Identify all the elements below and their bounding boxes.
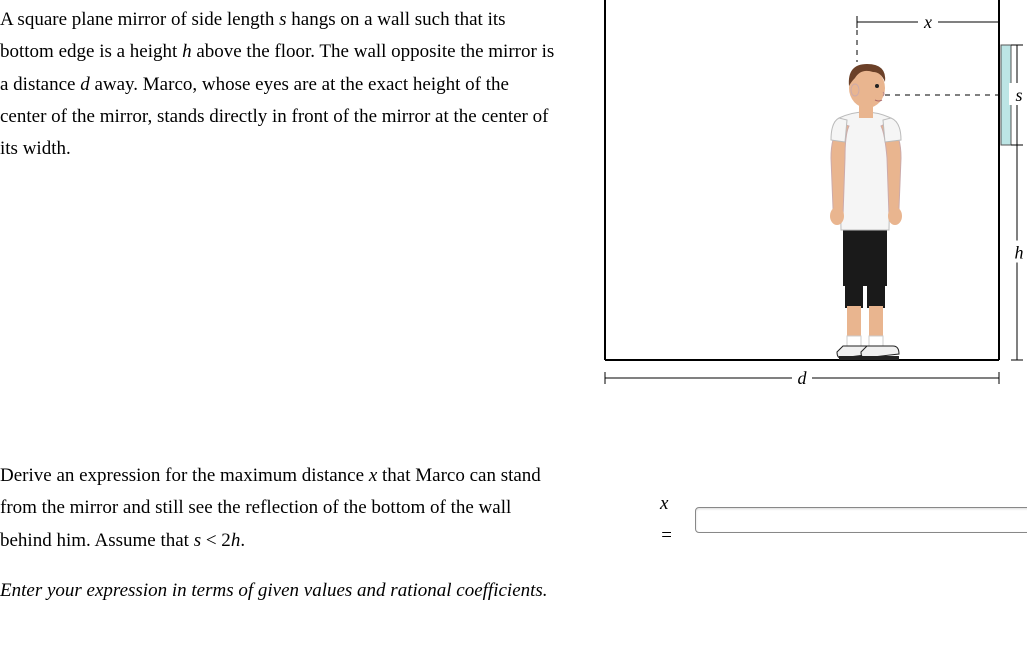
- answer-input[interactable]: [695, 507, 1027, 533]
- svg-text:s: s: [1015, 85, 1022, 105]
- svg-text:d: d: [798, 368, 808, 388]
- physics-diagram: d x s h: [595, 0, 1027, 419]
- answer-label: x =: [660, 488, 685, 553]
- answer-row: x =: [660, 488, 1027, 553]
- instruction-text: Enter your expression in terms of given …: [0, 575, 560, 607]
- question-text: Derive an expression for the maximum dis…: [0, 460, 560, 557]
- svg-text:x: x: [923, 12, 932, 32]
- svg-text:h: h: [1015, 243, 1024, 263]
- problem-statement: A square plane mirror of side length s h…: [0, 4, 560, 165]
